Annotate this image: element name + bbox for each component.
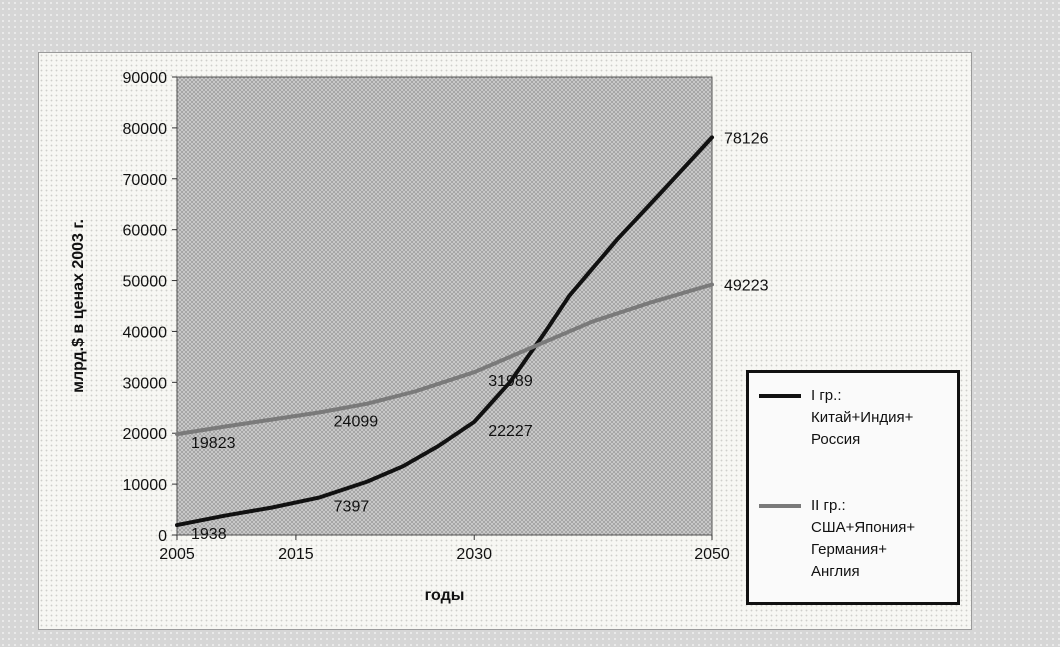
data-labels: 1938 7397 22227 78126 19823 24099 31989 49223 [191,130,769,543]
x-tick-label: 2005 [159,546,195,563]
data-label: 19823 [191,435,236,452]
y-tick-label: 50000 [123,274,168,291]
y-tick-label: 40000 [123,324,168,341]
x-tick-label: 2050 [694,546,730,563]
data-label: 31989 [488,373,533,390]
x-axis-title: годы [425,587,465,604]
y-tick-label: 20000 [123,426,168,443]
data-label: 1938 [191,526,227,543]
y-tick-label: 80000 [123,121,168,138]
legend-line-icon [759,504,801,508]
series-line-2 [175,282,714,437]
data-label: 49223 [724,278,769,295]
legend-label: II гр.: США+Япония+ Германия+ Англия [811,497,916,580]
y-tick-label: 10000 [123,477,168,494]
legend-label: I гр.: Китай+Индия+ Россия [811,387,914,448]
x-tick-label: 2030 [456,546,492,563]
plot-area [176,76,713,536]
series-lines [175,135,714,528]
y-tick-label: 70000 [123,172,168,189]
axes: 0 10000 20000 30000 40000 50000 60000 70000 8000… [123,70,730,563]
data-label: 7397 [334,498,370,515]
y-tick-label: 30000 [123,375,168,392]
data-label: 78126 [724,130,769,147]
y-tick-label: 60000 [123,223,168,240]
data-label: 24099 [334,413,379,430]
x-tick-label: 2015 [278,546,314,563]
y-tick-label: 90000 [123,70,168,87]
line-chart: 0 10000 20000 30000 40000 50000 60000 70000 8000… [70,70,769,604]
legend-line-icon [759,394,801,398]
series-line-1 [175,135,714,528]
y-axis-title: млрд.$ в ценах 2003 г. [70,219,87,393]
data-label: 22227 [488,423,533,440]
legend: I гр.: Китай+Индия+ Россия II гр.: США+Я… [746,370,960,605]
chart-frame: 0 10000 20000 30000 40000 50000 60000 70000 8000… [38,52,972,630]
y-tick-label: 0 [158,528,167,545]
